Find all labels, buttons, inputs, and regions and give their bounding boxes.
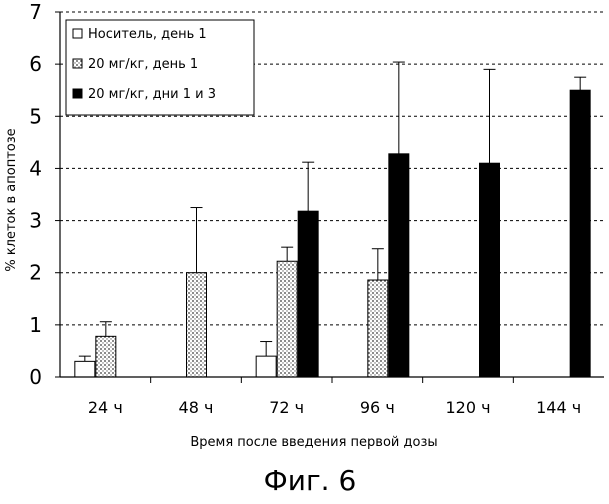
- bar: [187, 273, 207, 377]
- y-tick-label: 3: [29, 209, 42, 233]
- bar: [480, 163, 500, 377]
- x-tick-label: 72 ч: [269, 398, 304, 417]
- x-tick-label: 48 ч: [179, 398, 214, 417]
- legend: Носитель, день 1 20 мг/кг, день 1 20 мг/кг…: [66, 20, 254, 115]
- legend-swatch: [73, 59, 82, 68]
- y-tick-label: 6: [29, 52, 42, 76]
- bar: [389, 154, 409, 377]
- y-tick-label: 2: [29, 261, 42, 285]
- x-axis-title: Время после введения первой дозы: [190, 435, 437, 450]
- bar: [298, 211, 318, 377]
- y-tick-label: 1: [29, 313, 42, 337]
- y-axis-title: % клеток в апоптозе: [4, 128, 19, 271]
- bar: [96, 336, 116, 377]
- legend-swatch: [73, 29, 82, 38]
- bar: [570, 90, 590, 377]
- y-tick-label: 7: [29, 0, 42, 24]
- legend-label: 20 мг/кг, дни 1 и 3: [88, 87, 216, 102]
- bar: [277, 261, 297, 377]
- x-tick-label: 96 ч: [360, 398, 395, 417]
- legend-label: Носитель, день 1: [88, 27, 207, 42]
- x-tick-label: 24 ч: [88, 398, 123, 417]
- bar: [256, 356, 276, 377]
- y-tick-label: 0: [29, 365, 42, 389]
- legend-label: 20 мг/кг, день 1: [88, 57, 198, 72]
- x-tick-label: 120 ч: [445, 398, 490, 417]
- legend-swatch: [73, 89, 82, 98]
- y-tick-label: 4: [29, 156, 42, 180]
- figure-caption: Фиг. 6: [264, 464, 357, 497]
- x-tick-label: 144 ч: [536, 398, 581, 417]
- bar: [368, 280, 388, 377]
- bar: [75, 361, 95, 377]
- y-tick-label: 5: [29, 104, 42, 128]
